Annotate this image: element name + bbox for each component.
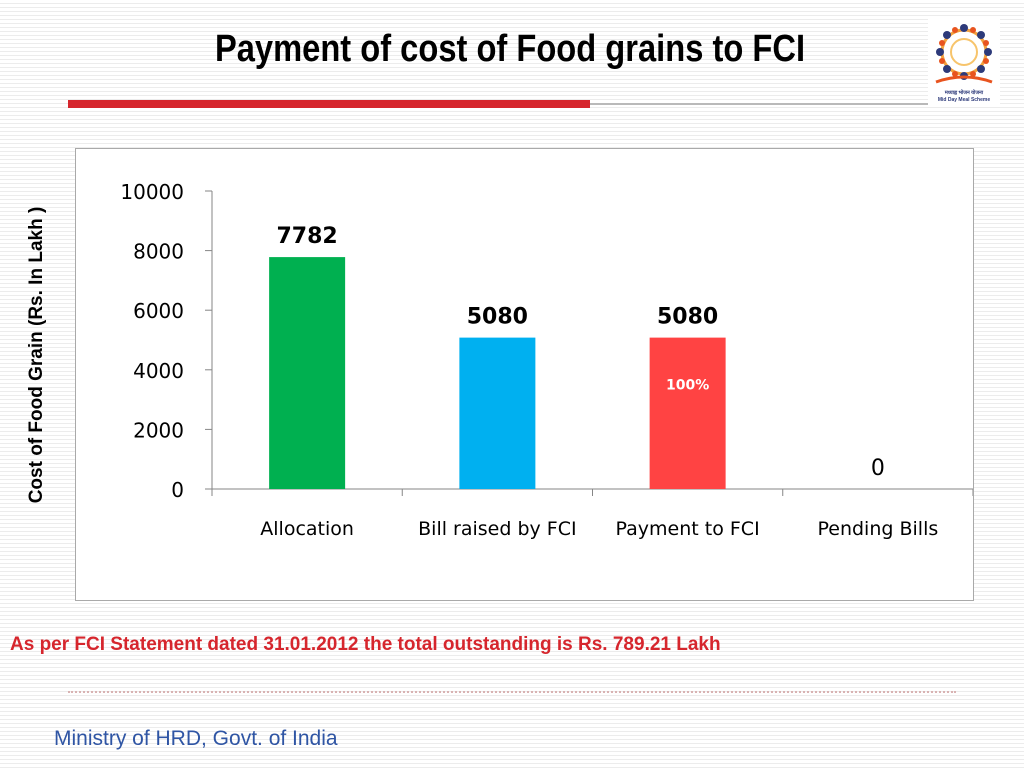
y-axis-title: Cost of Food Grain (Rs. In Lakh ) bbox=[26, 206, 47, 504]
y-tick-label: 10000 bbox=[120, 180, 184, 204]
x-category-label: Pending Bills bbox=[817, 518, 938, 540]
y-tick-label: 6000 bbox=[133, 299, 184, 323]
y-tick-label: 8000 bbox=[133, 240, 184, 264]
y-tick-label: 4000 bbox=[133, 359, 184, 383]
data-label: 5080 bbox=[657, 305, 718, 330]
bar-payment-to-fci bbox=[649, 337, 726, 489]
outstanding-note: As per FCI Statement dated 31.01.2012 th… bbox=[10, 634, 721, 655]
data-label: 0 bbox=[871, 456, 885, 481]
mid-day-meal-logo: मध्याह्न भोजन योजना Mid Day Meal Scheme bbox=[928, 18, 1000, 104]
chart-area: 0 2000 4000 6000 8000 10000 Allocation 7782 Bill… bbox=[75, 148, 974, 601]
bar-bill-raised-by-fci bbox=[459, 337, 536, 489]
y-tick-label: 0 bbox=[171, 478, 184, 502]
footer-divider bbox=[68, 691, 956, 693]
x-category-label: Allocation bbox=[260, 518, 354, 540]
bar-annotation: 100% bbox=[666, 378, 709, 394]
y-tick-label: 2000 bbox=[133, 418, 184, 442]
data-label: 5080 bbox=[467, 305, 528, 330]
logo-hindi-text: मध्याह्न भोजन योजना bbox=[944, 90, 984, 96]
title-accent-bar bbox=[68, 100, 590, 108]
bar-chart: 0 2000 4000 6000 8000 10000 Allocation 7782 Bill… bbox=[120, 180, 973, 540]
slide-title: Payment of cost of Food grains to FCI bbox=[214, 28, 806, 70]
y-axis-title-container: Cost of Food Grain (Rs. In Lakh ) bbox=[22, 150, 52, 560]
footer-text: Ministry of HRD, Govt. of India bbox=[54, 727, 338, 750]
data-label: 7782 bbox=[277, 224, 338, 249]
x-category-label: Payment to FCI bbox=[616, 518, 760, 540]
logo-emblem-icon bbox=[935, 24, 993, 84]
bar-allocation bbox=[269, 257, 346, 489]
x-category-label: Bill raised by FCI bbox=[418, 518, 576, 540]
logo-english-text: Mid Day Meal Scheme bbox=[937, 97, 991, 103]
